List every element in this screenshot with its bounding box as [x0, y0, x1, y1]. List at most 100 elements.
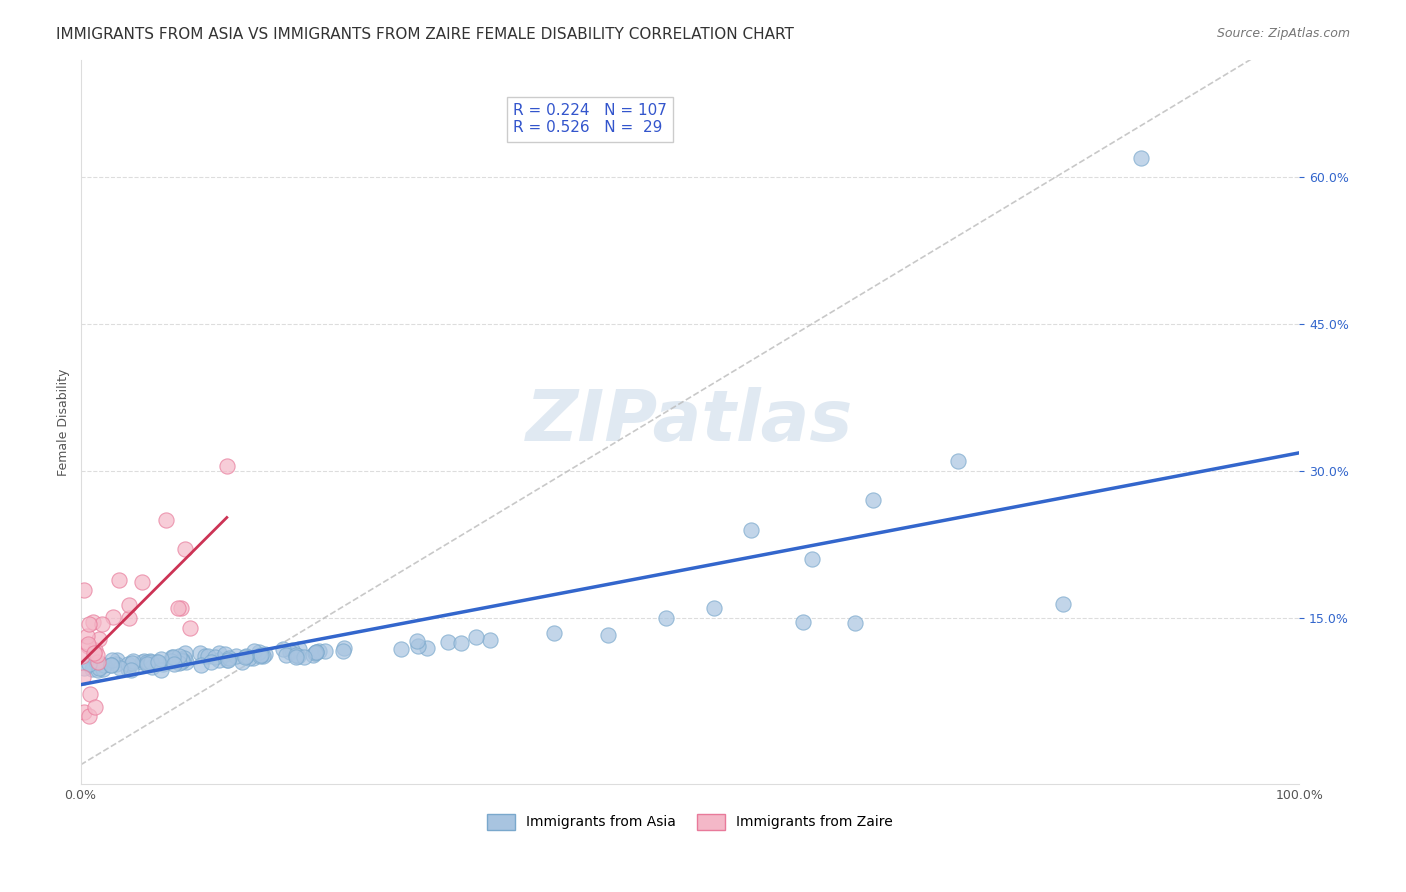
Point — [150, 652, 173, 666]
Point — [146, 656, 169, 670]
Point — [235, 648, 257, 663]
Point — [167, 648, 190, 663]
Point — [287, 648, 309, 663]
Point — [108, 661, 131, 675]
Point — [242, 651, 264, 665]
Point — [208, 653, 231, 667]
Point — [415, 640, 437, 655]
Point — [218, 651, 240, 665]
Point — [231, 656, 253, 670]
Text: IMMIGRANTS FROM ASIA VS IMMIGRANTS FROM ZAIRE FEMALE DISABILITY CORRELATION CHAR: IMMIGRANTS FROM ASIA VS IMMIGRANTS FROM … — [56, 27, 794, 42]
Text: R = 0.224   N = 107
R = 0.526   N =  29: R = 0.224 N = 107 R = 0.526 N = 29 — [513, 103, 666, 136]
Y-axis label: Female Disability: Female Disability — [58, 368, 70, 475]
Point — [118, 599, 141, 613]
Point — [740, 523, 762, 537]
Point — [287, 642, 309, 657]
Point — [120, 663, 142, 677]
Point — [844, 615, 866, 630]
Point — [314, 644, 336, 658]
Point — [84, 643, 107, 657]
Point — [703, 601, 725, 615]
Point — [80, 662, 103, 676]
Point — [162, 649, 184, 664]
Point — [82, 615, 104, 629]
Point — [197, 648, 219, 663]
Point — [86, 648, 108, 662]
Point — [104, 657, 127, 671]
Point — [194, 649, 217, 664]
Point — [146, 655, 169, 669]
Point — [139, 654, 162, 668]
Point — [83, 647, 105, 661]
Point — [1052, 597, 1074, 611]
Point — [179, 621, 201, 635]
Point — [152, 657, 174, 672]
Point — [284, 649, 307, 664]
Point — [217, 653, 239, 667]
Point — [117, 657, 139, 671]
Point — [304, 645, 326, 659]
Text: Source: ZipAtlas.com: Source: ZipAtlas.com — [1216, 27, 1350, 40]
Point — [87, 663, 110, 677]
Point — [1129, 151, 1152, 165]
Text: ZIPatlas: ZIPatlas — [526, 387, 853, 457]
Point — [172, 654, 194, 668]
Point — [174, 655, 197, 669]
Point — [101, 653, 124, 667]
Point — [77, 657, 100, 672]
Point — [332, 644, 354, 658]
Point — [225, 648, 247, 663]
Point — [159, 654, 181, 668]
Point — [253, 647, 276, 661]
Point — [76, 639, 98, 653]
Point — [274, 648, 297, 662]
Point — [146, 655, 169, 669]
Point — [118, 610, 141, 624]
Point — [108, 573, 131, 587]
Point — [162, 657, 184, 671]
Point — [543, 626, 565, 640]
Point — [250, 648, 273, 663]
Point — [72, 660, 94, 674]
Point — [162, 651, 184, 665]
Point — [214, 648, 236, 662]
Point — [87, 656, 110, 670]
Point — [215, 458, 238, 473]
Point — [70, 648, 93, 663]
Point — [596, 628, 619, 642]
Point — [304, 646, 326, 660]
Point — [117, 661, 139, 675]
Point — [76, 629, 98, 643]
Point — [406, 634, 429, 648]
Point — [437, 635, 460, 649]
Point — [93, 657, 115, 672]
Point — [73, 705, 96, 719]
Point — [136, 657, 159, 671]
Point — [91, 662, 114, 676]
Point — [247, 645, 270, 659]
Point — [173, 650, 195, 665]
Point — [83, 700, 105, 714]
Point — [72, 670, 94, 684]
Point — [135, 655, 157, 669]
Legend: Immigrants from Asia, Immigrants from Zaire: Immigrants from Asia, Immigrants from Za… — [482, 808, 898, 836]
Point — [190, 646, 212, 660]
Point — [100, 657, 122, 672]
Point — [101, 610, 124, 624]
Point — [77, 617, 100, 632]
Point — [131, 656, 153, 670]
Point — [131, 575, 153, 590]
Point — [478, 632, 501, 647]
Point — [292, 649, 315, 664]
Point — [167, 601, 190, 615]
Point — [73, 582, 96, 597]
Point — [138, 656, 160, 670]
Point — [208, 647, 231, 661]
Point — [90, 617, 112, 632]
Point — [121, 657, 143, 671]
Point — [167, 656, 190, 670]
Point — [200, 655, 222, 669]
Point — [150, 663, 173, 677]
Point — [406, 639, 429, 653]
Point — [465, 630, 488, 644]
